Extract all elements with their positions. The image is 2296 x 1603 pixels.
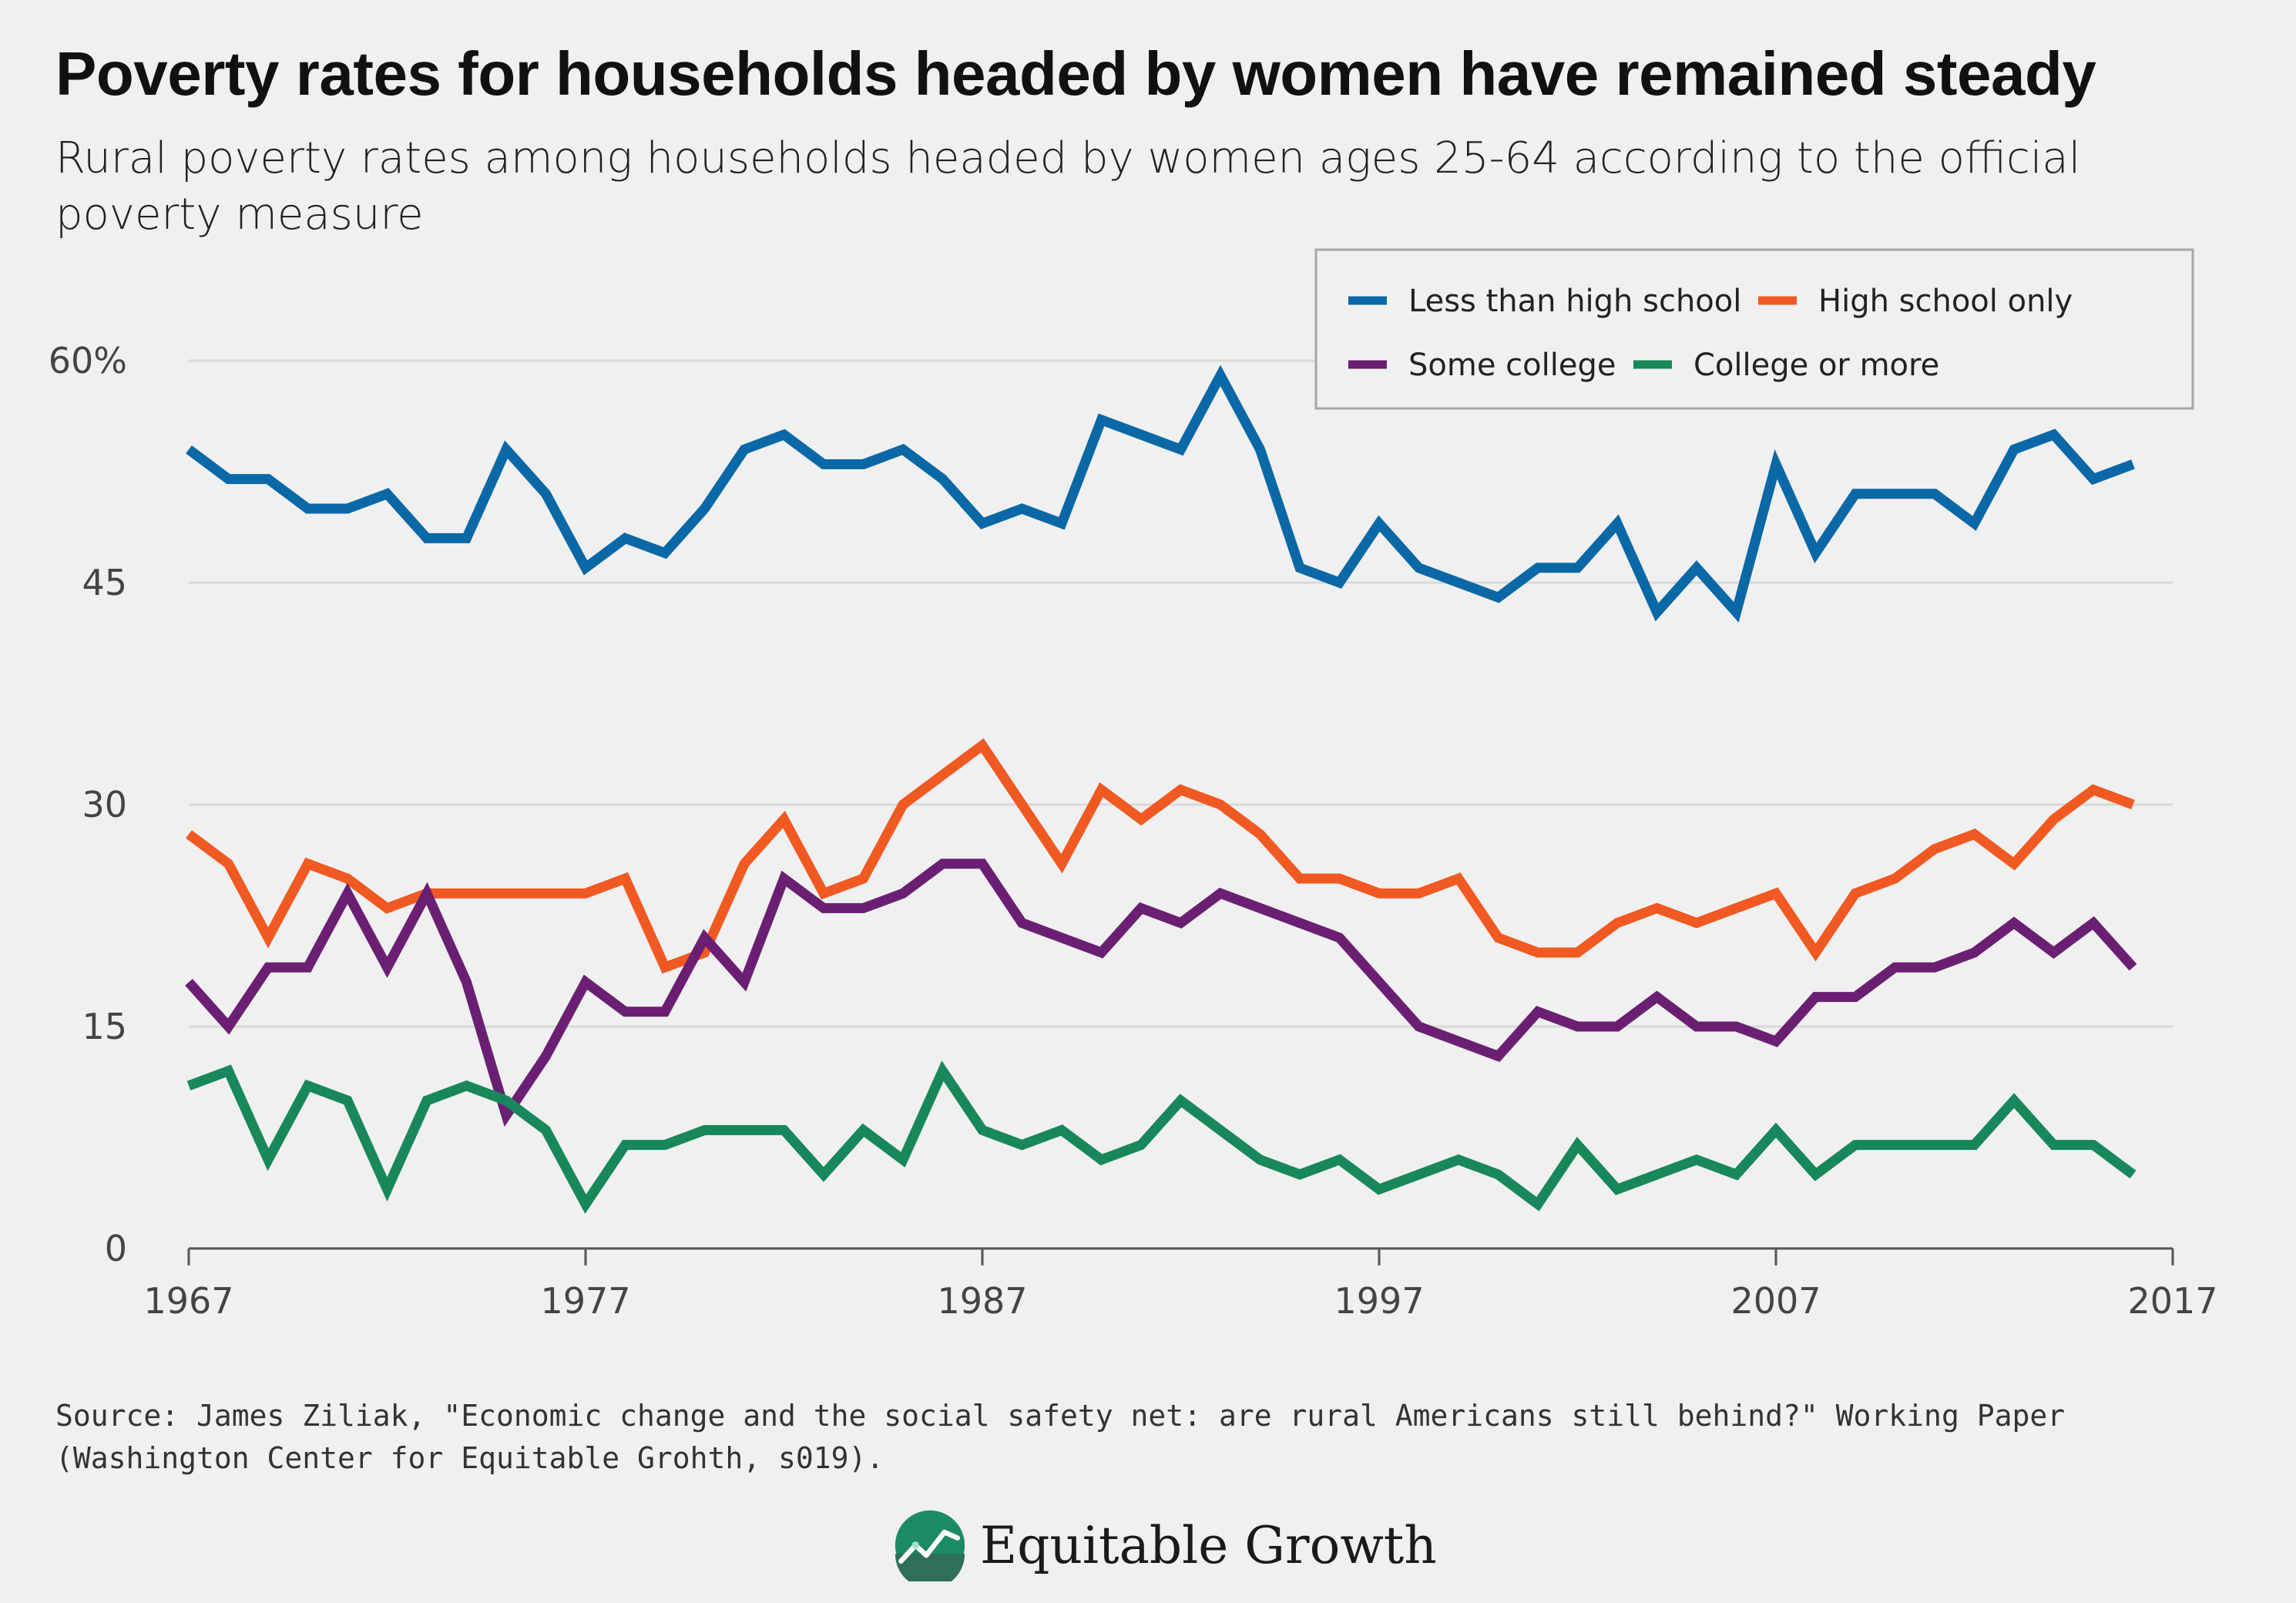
series-line-college-or-more	[186, 1060, 2137, 1214]
legend-label: College or more	[1693, 348, 1939, 383]
legend-label: Less than high school	[1408, 284, 1741, 319]
y-tick-label: 15	[82, 1006, 127, 1047]
series-line-some-college	[185, 859, 2137, 1127]
legend: Less than high school High school only Som…	[1314, 248, 2194, 410]
x-tick-label: 2007	[1730, 1280, 1821, 1322]
x-tick-label: 1977	[540, 1280, 630, 1322]
equitable-growth-logo: Equitable Growth	[894, 1507, 1437, 1584]
y-tick-label: 45	[82, 562, 127, 603]
x-tick-label: 2017	[2127, 1280, 2217, 1322]
legend-label: Some college	[1408, 348, 1616, 383]
source-note: Source: James Ziliak, "Economic change a…	[55, 1399, 2066, 1476]
x-axis: 1967 1977 1987 1997 2007 2017	[143, 1247, 2218, 1322]
series-line-less-than-high-school	[186, 365, 2135, 623]
series-line-high-school-only	[186, 738, 2135, 974]
y-axis-labels: 0 15 30 45 60%	[49, 340, 127, 1269]
chart-subtitle: Rural poverty rates among households hea…	[55, 133, 2081, 240]
growth-chart-logo-icon	[895, 1510, 965, 1581]
series-lines	[185, 365, 2137, 1214]
legend-label: High school only	[1818, 284, 2073, 319]
x-tick-label: 1987	[937, 1280, 1027, 1322]
y-tick-label: 0	[105, 1228, 127, 1269]
logo-text: Equitable Growth	[980, 1515, 1437, 1575]
x-tick-label: 1967	[143, 1280, 233, 1322]
legend-box	[1314, 248, 2194, 410]
y-tick-label: 30	[82, 784, 127, 825]
chart-title: Poverty rates for households headed by w…	[55, 39, 2096, 108]
x-tick-label: 1997	[1334, 1280, 1424, 1322]
line-chart: 1967 1977 1987 1997 2007 2017 0 15 30 45 60% Less…	[49, 248, 2218, 1322]
y-tick-label: 60%	[49, 340, 127, 381]
